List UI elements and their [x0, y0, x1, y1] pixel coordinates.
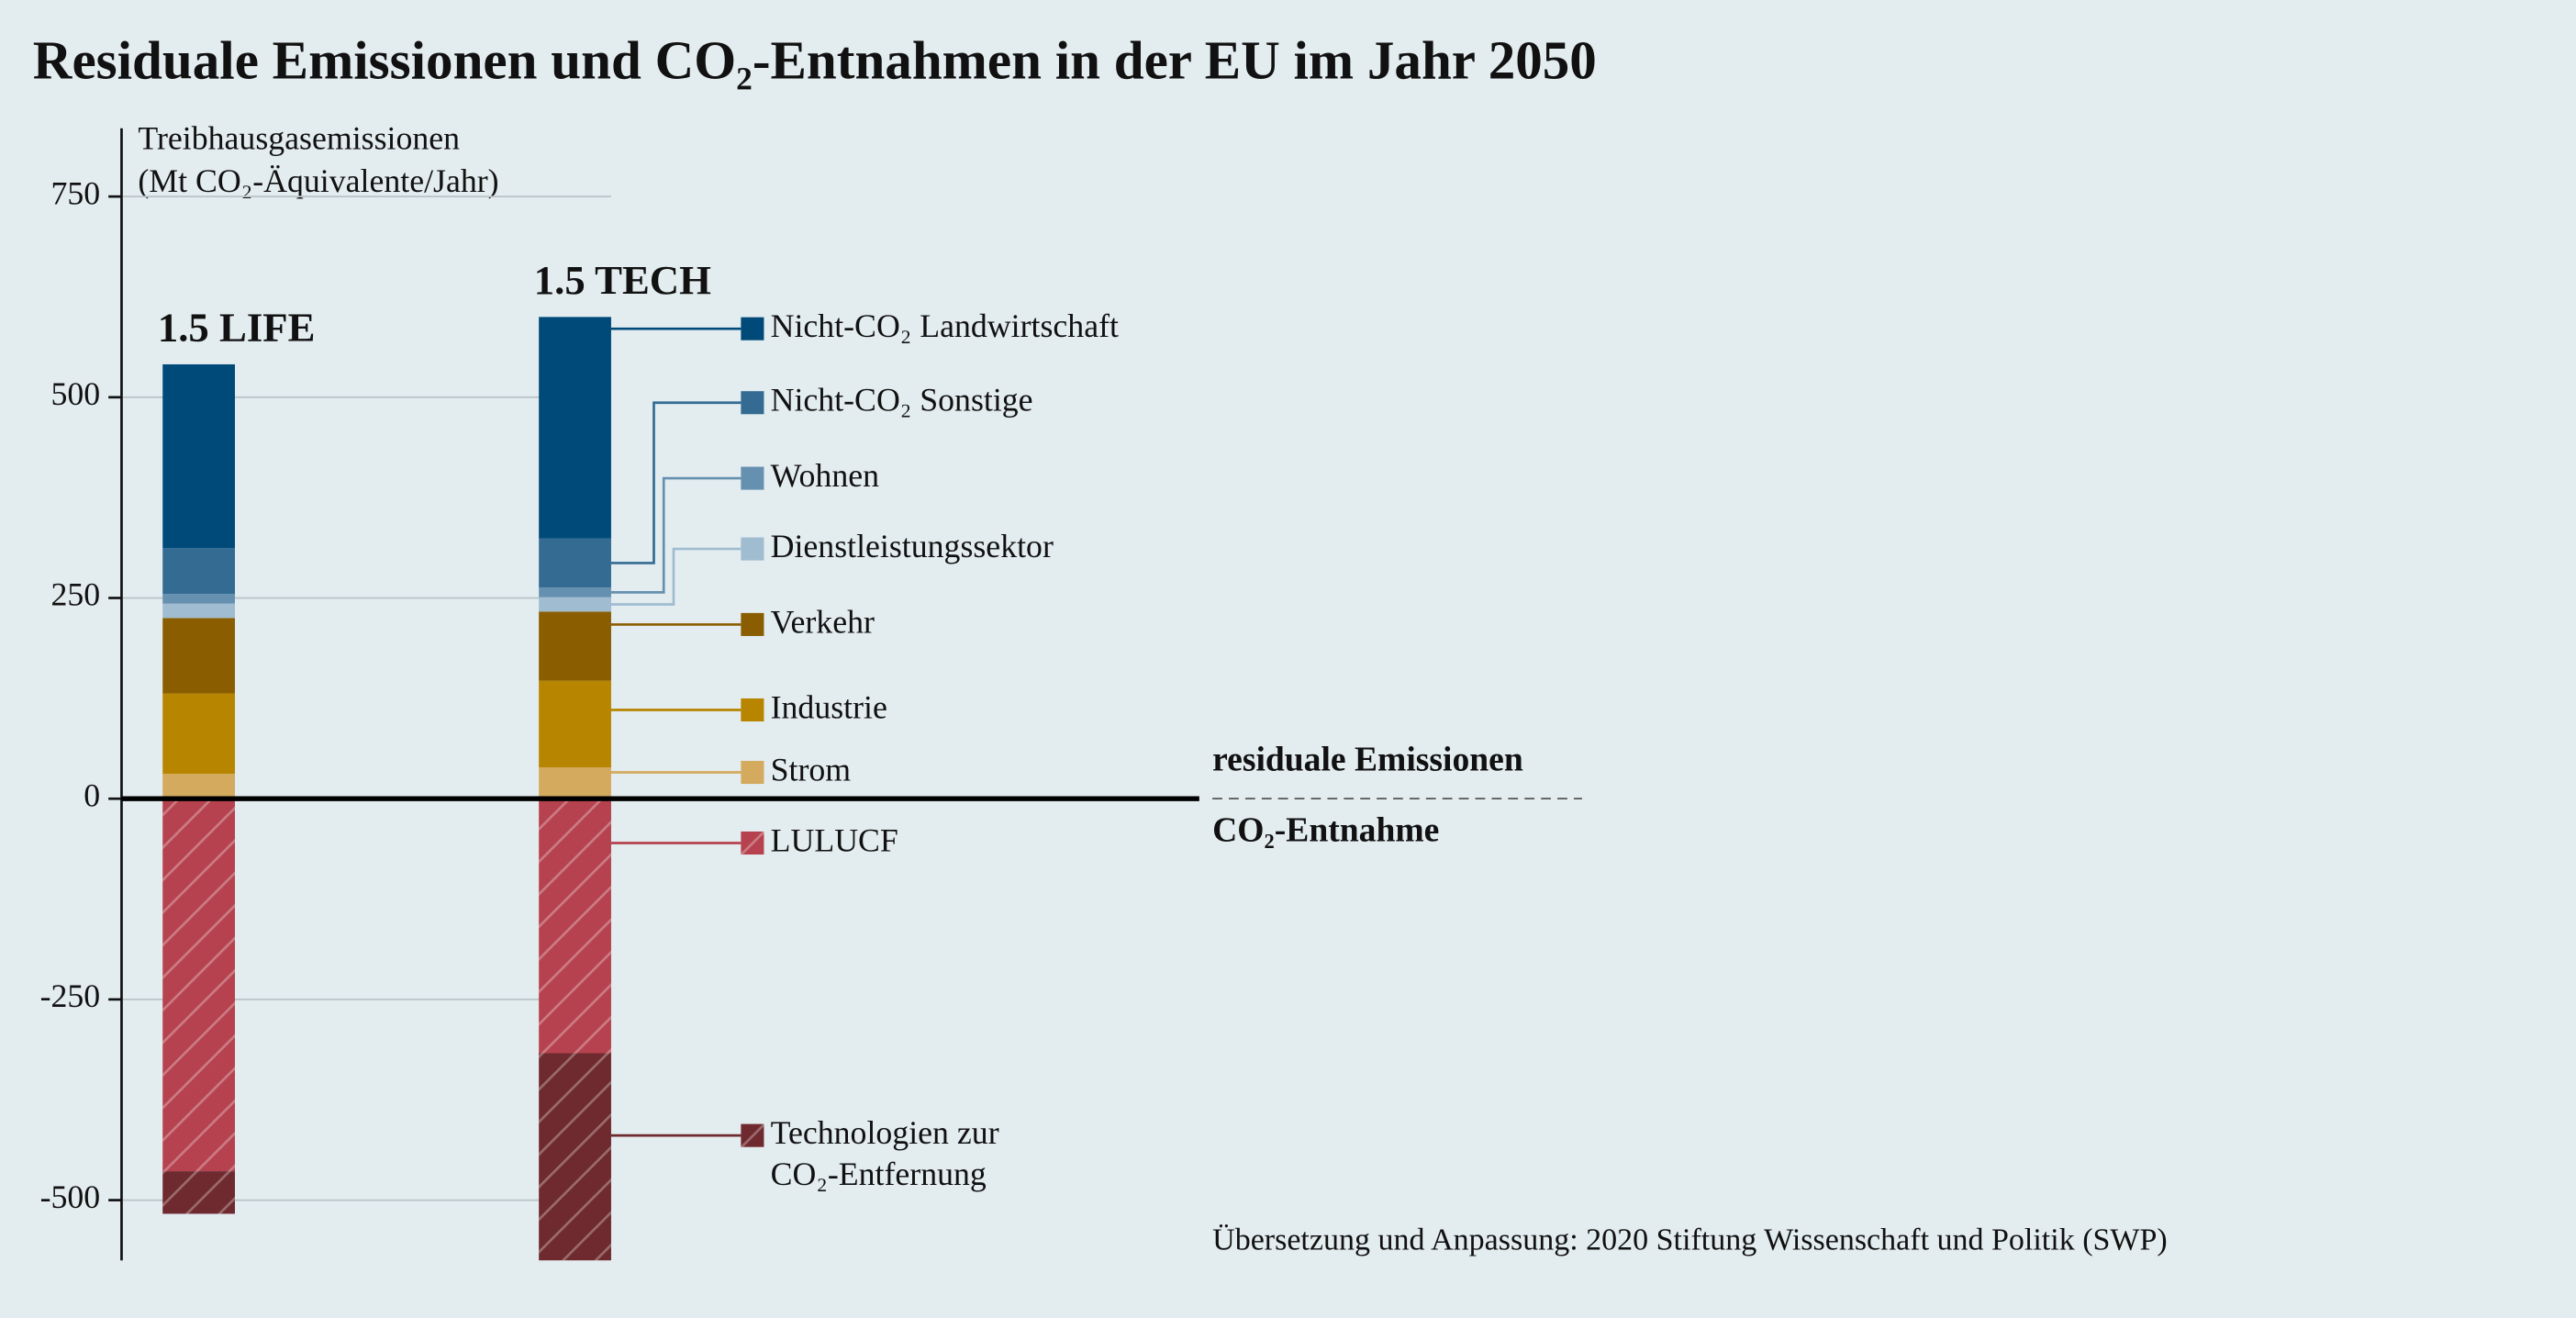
legend-swatch-hatch: [741, 831, 764, 855]
legend-label: Wohnen: [770, 458, 880, 495]
bar-segment: [539, 611, 611, 681]
bar-segment: [162, 363, 235, 549]
legend-item: Industrie: [770, 690, 887, 727]
bar-segment: [162, 603, 235, 619]
bar-segment: [539, 767, 611, 799]
legend-item: Dienstleistungssektor: [770, 529, 1054, 565]
bar-segment: [539, 538, 611, 588]
bar-segment: [162, 693, 235, 775]
bar-segment: [162, 618, 235, 694]
legend-swatch: [741, 612, 764, 636]
bar-segment: [539, 680, 611, 768]
bar-segment: [162, 548, 235, 595]
bar-segment: [162, 774, 235, 799]
annotation: residuale Emissionen: [1212, 741, 1523, 778]
legend-swatch: [741, 466, 764, 490]
bar-segment: [162, 594, 235, 604]
y-tick-label: -500: [40, 1178, 101, 1215]
bar-segment: [539, 317, 611, 539]
category-label: 1.5 LIFE: [158, 304, 316, 350]
bar-hatch: [539, 1053, 611, 1261]
y-tick-label: 500: [50, 375, 100, 412]
y-tick-label: 750: [50, 174, 100, 211]
chart-title: Residuale Emissionen und CO₂-Entnahmen i…: [33, 29, 1597, 90]
y-axis-label: (Mt CO₂-Äquivalente/Jahr): [138, 162, 498, 199]
legend-item: Technologien zur CO₂-Entfernung: [770, 1115, 999, 1193]
legend-swatch: [741, 698, 764, 722]
category-label: 1.5 TECH: [534, 257, 711, 303]
legend-label: Industrie: [770, 690, 887, 727]
source: Übersetzung und Anpassung: 2020 Stiftung…: [1212, 1223, 2168, 1257]
legend-label: Nicht-CO₂ Landwirtschaft: [770, 308, 1119, 346]
legend-swatch-hatch: [741, 1123, 764, 1147]
legend-label: Strom: [770, 753, 852, 789]
legend-connector: [610, 476, 742, 594]
bar-segment: [539, 597, 611, 612]
legend-item: Verkehr: [770, 604, 875, 642]
legend-connector: [610, 547, 742, 606]
legend-label: LULUCF: [770, 823, 898, 860]
bar-hatch: [162, 1171, 235, 1214]
y-axis-label: Treibhausgasemissionen: [138, 119, 460, 156]
bar-hatch: [162, 799, 235, 1172]
bar-segment: [539, 587, 611, 598]
legend-label: Nicht-CO₂ Sonstige: [770, 383, 1033, 419]
y-tick-label: 250: [50, 576, 100, 613]
legend-item: LULUCF: [770, 823, 898, 860]
legend-item: Nicht-CO₂ Sonstige: [770, 383, 1033, 419]
legend-item: Wohnen: [770, 458, 880, 495]
legend-swatch: [741, 760, 764, 785]
legend-item: Strom: [770, 753, 852, 789]
legend-swatch: [741, 317, 764, 341]
legend-swatch: [741, 537, 764, 561]
legend-swatch: [741, 391, 764, 415]
legend-connector: [610, 401, 742, 564]
legend-label: Verkehr: [770, 604, 875, 642]
legend-label: Technologien zur CO₂-Entfernung: [770, 1115, 999, 1193]
bar-hatch: [539, 799, 611, 1054]
legend-label: Dienstleistungssektor: [770, 529, 1054, 565]
y-tick-label: 0: [84, 776, 100, 813]
y-tick-label: -250: [40, 977, 101, 1014]
legend-item: Nicht-CO₂ Landwirtschaft: [770, 308, 1119, 346]
annotation: CO₂-Entnahme: [1212, 811, 1439, 849]
